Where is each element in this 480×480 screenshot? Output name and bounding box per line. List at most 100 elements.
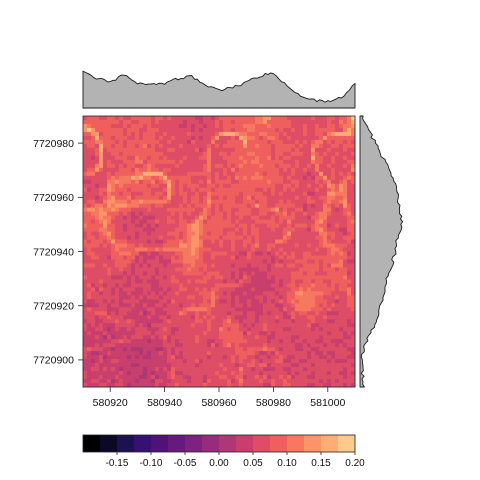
raster-cell	[223, 283, 228, 288]
raster-cell	[167, 187, 172, 193]
raster-cell	[159, 271, 164, 276]
raster-cell	[295, 255, 300, 260]
raster-cell	[295, 116, 300, 121]
raster-cell	[215, 171, 220, 177]
raster-cell	[215, 191, 220, 197]
raster-cell	[343, 131, 348, 137]
raster-cell	[203, 299, 208, 304]
raster-cell	[115, 179, 120, 185]
raster-cell	[255, 255, 260, 260]
raster-cell	[87, 379, 92, 384]
raster-cell	[87, 239, 92, 244]
raster-cell	[207, 327, 212, 332]
raster-cell	[219, 219, 224, 224]
raster-cell	[199, 159, 204, 165]
raster-cell	[151, 355, 156, 360]
raster-cell	[279, 243, 284, 248]
raster-cell	[115, 363, 120, 368]
raster-cell	[283, 203, 288, 209]
raster-cell	[327, 243, 332, 248]
raster-cell	[319, 259, 324, 264]
raster-cell	[155, 271, 160, 276]
raster-cell	[163, 199, 168, 205]
raster-cell	[251, 219, 256, 224]
x-tick-label: 580960	[201, 397, 236, 409]
raster-cell	[219, 287, 224, 292]
raster-cell	[223, 191, 228, 197]
raster-cell	[279, 255, 284, 260]
raster-cell	[211, 207, 216, 212]
raster-cell	[143, 219, 148, 224]
raster-cell	[323, 143, 328, 149]
raster-cell	[323, 215, 328, 220]
raster-cell	[175, 139, 180, 145]
raster-cell	[91, 127, 96, 133]
raster-cell	[275, 327, 280, 332]
raster-cell	[155, 163, 160, 169]
raster-cell	[203, 359, 208, 364]
raster-cell	[227, 211, 232, 216]
raster-cell	[207, 219, 212, 224]
raster-cell	[215, 355, 220, 360]
raster-cell	[183, 315, 188, 320]
raster-cell	[303, 347, 308, 352]
raster-cell	[239, 331, 244, 336]
raster-cell	[327, 271, 332, 276]
raster-cell	[191, 371, 196, 376]
raster-cell	[183, 127, 188, 133]
raster-cell	[203, 255, 208, 260]
raster-cell	[235, 195, 240, 201]
raster-cell	[107, 279, 112, 284]
raster-cell	[319, 215, 324, 220]
raster-cell	[275, 143, 280, 149]
raster-cell	[199, 151, 204, 157]
raster-cell	[207, 255, 212, 260]
raster-cell	[243, 183, 248, 189]
raster-cell	[95, 339, 100, 344]
raster-cell	[331, 279, 336, 284]
raster-cell	[211, 331, 216, 336]
raster-cell	[99, 147, 104, 153]
raster-cell	[135, 231, 140, 236]
raster-cell	[91, 151, 96, 157]
raster-cell	[347, 171, 352, 177]
raster-cell	[351, 155, 356, 161]
raster-cell	[147, 239, 152, 244]
raster-cell	[223, 291, 228, 296]
raster-cell	[127, 155, 132, 161]
raster-cell	[199, 195, 204, 201]
raster-cell	[287, 135, 292, 141]
raster-cell	[295, 383, 300, 388]
raster-cell	[279, 339, 284, 344]
raster-cell	[287, 283, 292, 288]
raster-cell	[155, 175, 160, 181]
raster-cell	[223, 116, 228, 121]
raster-cell	[251, 247, 256, 252]
raster-cell	[167, 147, 172, 153]
raster-cell	[151, 219, 156, 224]
raster-cell	[91, 247, 96, 252]
raster-cell	[175, 383, 180, 388]
raster-cell	[115, 147, 120, 153]
raster-cell	[139, 147, 144, 153]
raster-cell	[195, 303, 200, 308]
raster-cell	[271, 167, 276, 173]
raster-cell	[239, 347, 244, 352]
raster-cell	[283, 211, 288, 216]
raster-cell	[103, 151, 108, 157]
raster-cell	[323, 243, 328, 248]
raster-cell	[311, 283, 316, 288]
raster-cell	[299, 363, 304, 368]
raster-cell	[131, 359, 136, 364]
raster-cell	[203, 339, 208, 344]
raster-cell	[135, 135, 140, 141]
raster-cell	[99, 163, 104, 169]
raster-cell	[231, 215, 236, 220]
raster-cell	[259, 319, 264, 324]
raster-cell	[195, 287, 200, 292]
raster-cell	[227, 203, 232, 209]
raster-cell	[111, 207, 116, 212]
raster-cell	[155, 347, 160, 352]
raster-cell	[311, 327, 316, 332]
raster-cell	[347, 203, 352, 209]
